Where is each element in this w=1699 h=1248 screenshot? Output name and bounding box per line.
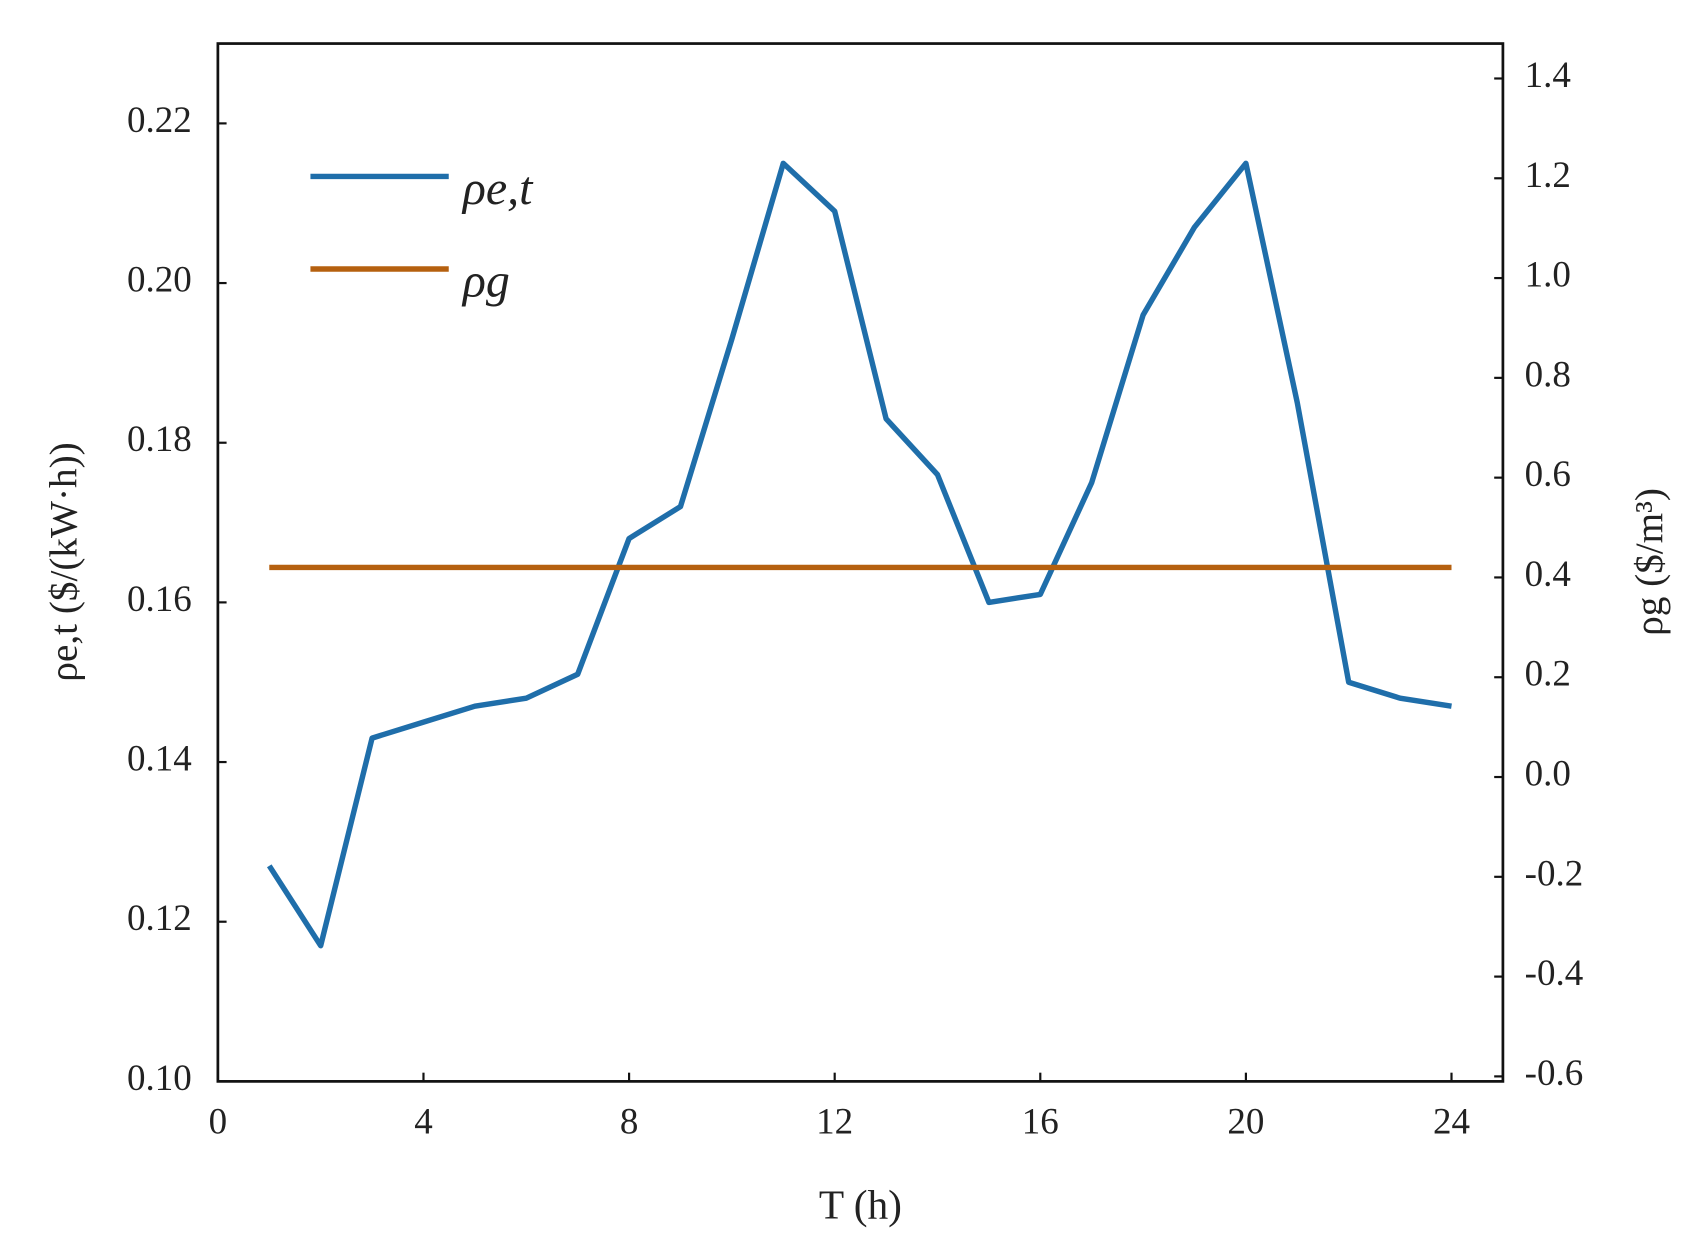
y2-tick-label: 0.8: [1525, 354, 1571, 395]
y2-tick-label: -0.2: [1525, 853, 1584, 894]
x-axis-label: T (h): [819, 1181, 902, 1228]
y-tick-label: 0.12: [127, 898, 192, 939]
y-tick-label: 0.10: [127, 1058, 192, 1099]
y2-tick-label: 0.2: [1525, 654, 1571, 695]
y2-tick-label: -0.4: [1525, 953, 1584, 994]
plot-frame: [216, 42, 1505, 1083]
y-axis-label: ρe,t ($/(kW·h)): [43, 442, 86, 681]
x-tick-label: 20: [1227, 1101, 1264, 1142]
y2-tick-label: 0.6: [1525, 454, 1571, 495]
x-tick-label: 0: [209, 1101, 228, 1142]
x-tick-label: 12: [816, 1101, 853, 1142]
y2-tick-label: -0.6: [1525, 1053, 1584, 1094]
x-tick-label: 24: [1433, 1101, 1470, 1142]
y-tick-label: 0.16: [127, 579, 192, 620]
data-line: [266, 160, 1452, 949]
y2-tick-label: 1.4: [1525, 55, 1571, 96]
y-tick-label: 0.20: [127, 260, 192, 301]
y2-tick-label: 1.0: [1525, 255, 1571, 296]
y-tick-label: 0.18: [127, 419, 192, 460]
legend-label: ρg: [461, 254, 510, 307]
y-tick-label: 0.22: [127, 100, 192, 141]
y2-tick-label: 0.0: [1525, 754, 1571, 795]
y2-axis-label: ρg ($/m³): [1628, 488, 1671, 636]
y2-tick-label: 0.4: [1525, 554, 1571, 595]
x-tick-label: 16: [1022, 1101, 1059, 1142]
legend-label: ρe,t: [461, 162, 534, 215]
y-tick-label: 0.14: [127, 739, 192, 780]
x-tick-label: 8: [620, 1101, 639, 1142]
x-tick-label: 4: [414, 1101, 433, 1142]
y2-tick-label: 1.2: [1525, 155, 1571, 196]
